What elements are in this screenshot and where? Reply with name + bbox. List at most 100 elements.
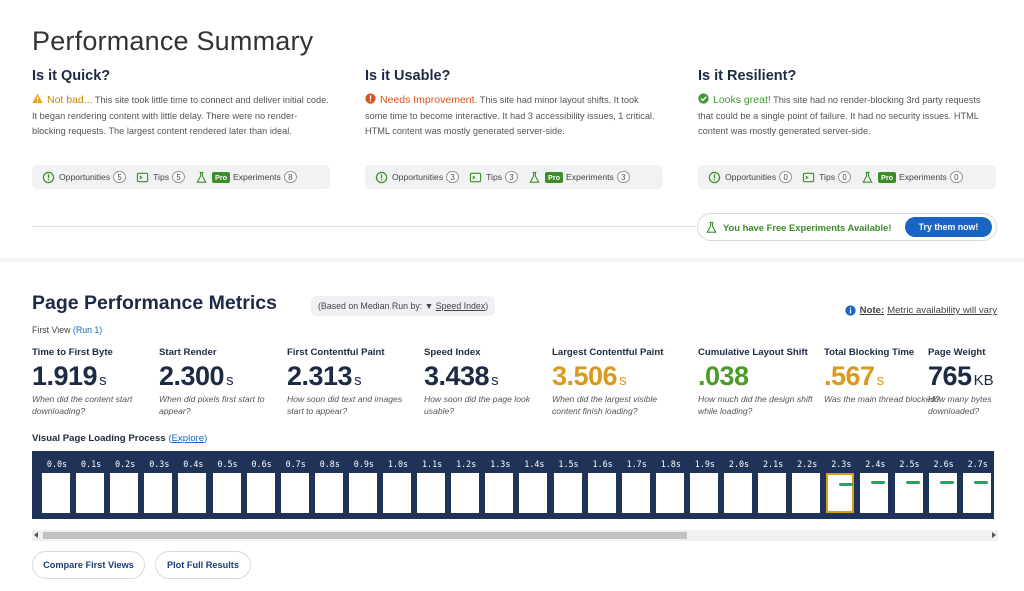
filmstrip-frame[interactable]: 1.0s [381,451,415,519]
plot-full-results-button[interactable]: Plot Full Results [155,551,251,579]
filmstrip-scrollbar[interactable] [32,530,998,541]
metric-value: 2.313 s [287,361,362,391]
frame-thumbnail [826,473,855,513]
frame-time: 0.2s [115,459,136,469]
try-them-now-button[interactable]: Try them now! [905,217,992,237]
frame-time: 0.4s [183,459,204,469]
check-circle-icon [698,93,709,104]
resilient-verdict: Looks great! [713,94,771,106]
filmstrip-frame[interactable]: 2.5s [893,451,927,519]
pro-badge: Pro [878,171,897,183]
frame-time: 1.5s [558,459,579,469]
filmstrip-frame[interactable]: 1.2s [449,451,483,519]
flask-icon [706,221,717,233]
tips-chip[interactable]: Tips 0 [802,171,852,184]
opportunities-icon [375,171,388,183]
experiments-chip[interactable]: Pro Experiments 8 [195,171,297,184]
experiments-chip[interactable]: Pro Experiments 3 [528,171,630,184]
filmstrip-frame[interactable]: 1.5s [552,451,586,519]
metric-time-to-first-byte: Time to First Byte 1.919 s When did the con… [32,347,157,417]
metric-value: 3.438 s [424,361,499,391]
median-metric-link[interactable]: Speed Index [435,301,486,311]
frame-time: 0.1s [81,459,102,469]
frame-time: 2.5s [899,459,920,469]
frame-time: 0.9s [353,459,374,469]
filmstrip-frame[interactable]: 2.2s [790,451,824,519]
quick-chips: Opportunities 5 Tips 5 Pro Experiments 8 [32,165,330,189]
filmstrip-frame[interactable]: 2.6s [927,451,961,519]
frame-time: 1.1s [422,459,443,469]
metric-availability-note[interactable]: Note: Metric availability will vary [845,305,997,316]
frame-time: 1.7s [626,459,647,469]
filmstrip-frame[interactable]: 2.7s [961,451,994,519]
scroll-right-icon[interactable] [992,532,996,538]
tips-chip[interactable]: Tips 5 [136,171,186,184]
metrics-title: Page Performance Metrics [32,292,277,314]
explore-link[interactable]: Explore [171,433,205,444]
filmstrip-frame[interactable]: 1.4s [517,451,551,519]
metric-label: Total Blocking Time [824,347,915,358]
usable-chips: Opportunities 3 Tips 3 Pro Experiments 3 [365,165,663,189]
frame-time: 1.8s [660,459,681,469]
filmstrip-frame[interactable]: 0.6s [245,451,279,519]
opportunities-chip[interactable]: Opportunities 5 [42,171,127,184]
tips-icon [802,172,815,182]
metric-start-render: Start Render 2.300 s When did pixels first … [159,347,284,417]
compare-first-views-button[interactable]: Compare First Views [32,551,145,579]
scroll-left-icon[interactable] [34,532,38,538]
metric-description: How many bytes downloaded? [928,394,992,416]
frame-time: 1.3s [490,459,511,469]
metric-value: 2.300 s [159,361,234,391]
metric-unit: s [876,372,885,389]
metric-description: How much did the design shift while load… [698,394,813,416]
filmstrip-frame[interactable]: 1.9s [688,451,722,519]
opportunities-icon [42,171,55,183]
filmstrip-frame[interactable]: 1.6s [586,451,620,519]
frame-thumbnail [110,473,139,513]
dropdown-arrow-icon: ▼ [424,301,434,311]
filmstrip-frame[interactable]: 0.2s [108,451,142,519]
frame-thumbnail [689,473,718,513]
filmstrip-frame[interactable]: 0.4s [176,451,210,519]
filmstrip-frame[interactable]: 2.3s [824,451,858,519]
scrollbar-thumb[interactable] [43,532,687,539]
metric-unit: KB [973,372,994,389]
tips-icon [136,172,149,182]
filmstrip-frame[interactable]: 0.5s [211,451,245,519]
run-link[interactable]: (Run 1) [72,325,103,335]
opportunities-chip[interactable]: Opportunities 0 [708,171,793,184]
opportunities-count: 0 [779,171,793,183]
filmstrip-frame[interactable]: 1.3s [483,451,517,519]
frame-time: 1.4s [524,459,545,469]
filmstrip-frame[interactable]: 0.3s [142,451,176,519]
opportunities-chip[interactable]: Opportunities 3 [375,171,460,184]
experiments-chip[interactable]: Pro Experiments 0 [861,171,963,184]
tips-chip[interactable]: Tips 3 [469,171,519,184]
filmstrip-frame[interactable]: 0.0s [40,451,74,519]
filmstrip-frame[interactable]: 0.9s [347,451,381,519]
resilient-heading: Is it Resilient? [698,68,797,84]
filmstrip-frame[interactable]: 0.1s [74,451,108,519]
filmstrip-frame[interactable]: 0.7s [279,451,313,519]
filmstrip-frame[interactable]: 0.8s [313,451,347,519]
resilient-chips: Opportunities 0 Tips 0 Pro Experiments 0 [698,165,996,189]
rendered-content [839,483,854,486]
filmstrip-frame[interactable]: 2.4s [858,451,892,519]
rendered-content [871,481,886,484]
filmstrip-frame[interactable]: 2.1s [756,451,790,519]
usable-column: Is it Usable? Needs Improvement. This si… [365,68,663,140]
median-run-selector[interactable]: (Based on Median Run by: ▼ Speed Index) [311,296,496,316]
filmstrip-frame[interactable]: 1.8s [654,451,688,519]
tips-count: 3 [505,171,519,183]
opportunities-icon [708,171,721,183]
frame-time: 0.0s [46,459,68,469]
frame-thumbnail [655,473,684,513]
metric-label: Start Render [159,347,217,358]
metric-label: Time to First Byte [32,347,113,358]
filmstrip-frame[interactable]: 1.7s [620,451,654,519]
filmstrip-frame[interactable]: 2.0s [722,451,756,519]
filmstrip-frame[interactable]: 1.1s [415,451,449,519]
frame-thumbnail [860,473,889,513]
quick-column: Is it Quick? Not bad... This site took l… [32,68,330,140]
metric-unit: s [619,372,627,389]
